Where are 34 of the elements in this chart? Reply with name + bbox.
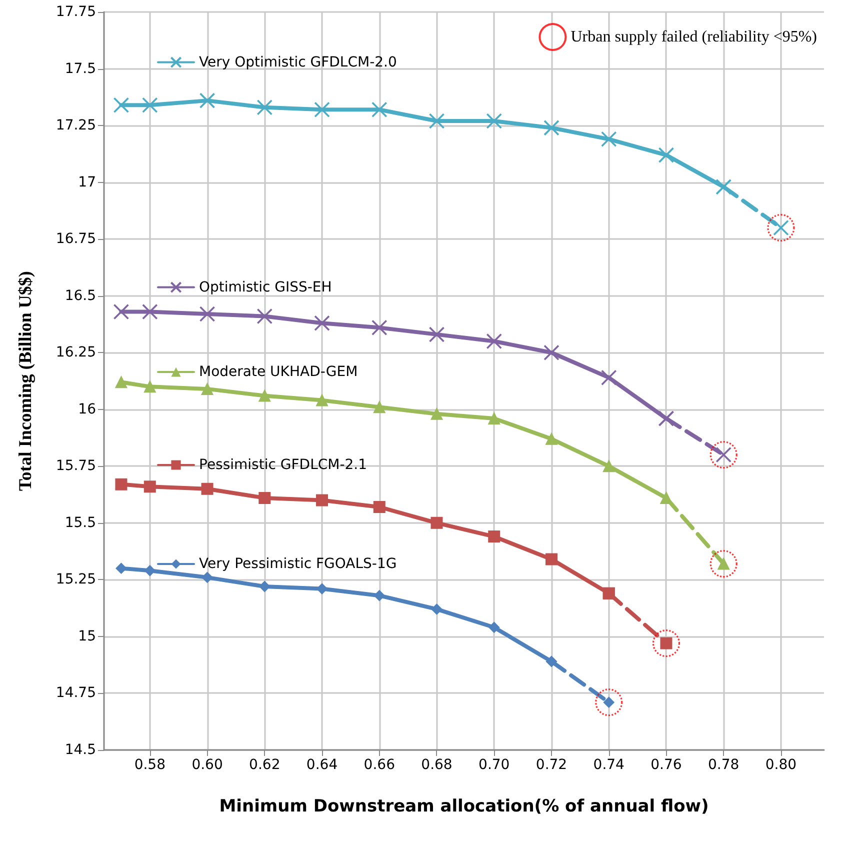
legend-label: Very Pessimistic FGOALS-1G [199, 556, 397, 572]
x-tick-label: 0.74 [593, 757, 625, 773]
y-tick-label: 17 [78, 174, 96, 190]
y-tick-label: 15.5 [64, 514, 96, 531]
y-tick-label: 15.25 [56, 572, 96, 588]
y-tick-label: 17.5 [64, 60, 96, 77]
legend-label: Optimistic GISS-EH [199, 279, 332, 296]
legend-label: Moderate UKHAD-GEM [199, 364, 358, 380]
y-tick-label: 16.75 [56, 231, 96, 248]
x-tick-label: 0.62 [249, 757, 280, 773]
x-tick-label: 0.72 [536, 757, 568, 773]
y-axis-title: Total Incoming (Billion U$$) [15, 271, 35, 491]
y-tick-label: 14.75 [56, 685, 96, 702]
y-tick-label: 17.75 [56, 4, 96, 20]
y-tick-label: 15 [78, 628, 96, 644]
x-tick-label: 0.80 [765, 757, 797, 773]
x-tick-label: 0.70 [478, 757, 510, 773]
y-tick-label: 16 [78, 401, 96, 418]
legend-label: Very Optimistic GFDLCM-2.0 [199, 54, 397, 70]
y-tick-label: 15.75 [56, 458, 96, 474]
x-axis-title: Minimum Downstream allocation(% of annual flow) [219, 796, 709, 816]
legend-label: Pessimistic GFDLCM-2.1 [199, 457, 368, 473]
y-tick-label: 16.25 [56, 344, 96, 361]
x-tick-label: 0.78 [708, 757, 740, 773]
x-tick-label: 0.60 [192, 757, 223, 773]
x-tick-label: 0.76 [650, 757, 682, 773]
legend-label: Urban supply failed (reliability <95%) [570, 28, 818, 46]
y-tick-label: 16.5 [64, 288, 96, 304]
x-tick-label: 0.66 [364, 757, 396, 773]
y-tick-label: 17.25 [56, 118, 96, 134]
y-tick-label: 14.5 [64, 742, 96, 758]
x-tick-label: 0.64 [306, 757, 338, 773]
x-tick-label: 0.68 [421, 757, 452, 773]
x-tick-label: 0.58 [134, 757, 166, 773]
